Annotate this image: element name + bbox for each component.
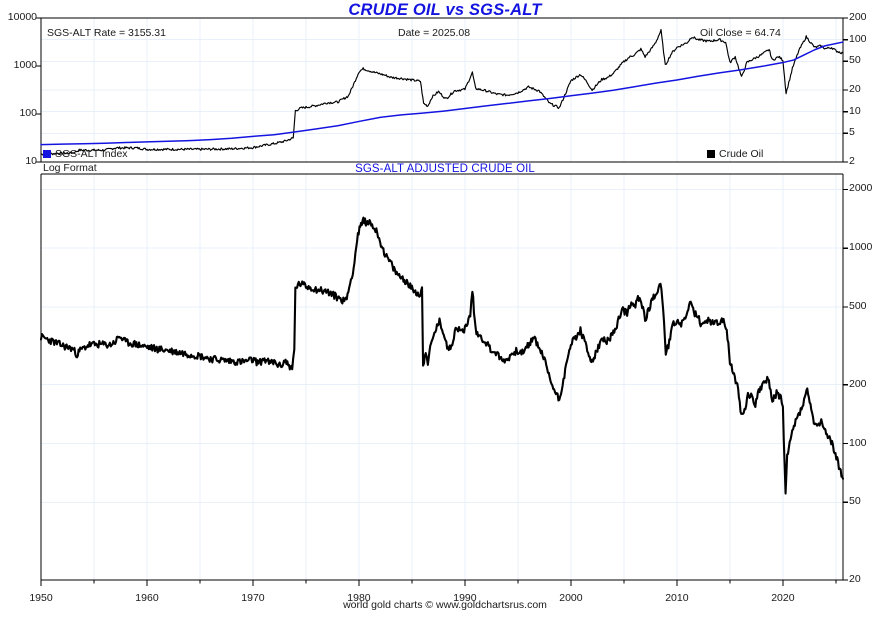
axis-tick-label: 1990 bbox=[453, 592, 477, 604]
gridlines bbox=[41, 17, 843, 581]
axis-tick-label: 2000 bbox=[849, 182, 873, 195]
axis-tick-label: 1000 bbox=[13, 59, 37, 71]
axis-tick-label: 100 bbox=[849, 32, 867, 45]
lower-panel-subtitle: SGS-ALT ADJUSTED CRUDE OIL bbox=[355, 163, 535, 175]
axis-tick-label: 2 bbox=[849, 155, 855, 167]
axis-tick-label: 2010 bbox=[665, 592, 689, 604]
axis-tick-label: 1000 bbox=[849, 241, 873, 254]
axis-tick-label: 10000 bbox=[7, 11, 37, 23]
axis-tick-label: 200 bbox=[849, 11, 867, 23]
axis-tick-label: 50 bbox=[849, 495, 861, 508]
series-line-sgs-alt-index bbox=[40, 41, 844, 146]
axis-tick-label: 1950 bbox=[29, 592, 53, 604]
square-marker-icon bbox=[707, 150, 715, 158]
axis-tick-label: 200 bbox=[849, 377, 867, 390]
axis-tick-label: 20 bbox=[849, 83, 861, 95]
axis-tick-label: 10 bbox=[25, 155, 37, 167]
sgs-alt-rate-readout: SGS-ALT Rate = 3155.31 bbox=[47, 27, 166, 39]
axis-ticks bbox=[36, 17, 848, 586]
axis-tick-label: 50 bbox=[849, 54, 861, 67]
page-title: CRUDE OIL vs SGS-ALT bbox=[348, 1, 542, 19]
log-format-note: Log Format bbox=[43, 162, 97, 174]
date-readout: Date = 2025.08 bbox=[398, 27, 471, 39]
axis-tick-label: 500 bbox=[849, 300, 867, 313]
legend-label-crude-oil: Crude Oil bbox=[719, 148, 764, 160]
legend-label-sgs-alt-index: SGS-ALT Index bbox=[55, 148, 128, 160]
axis-tick-label: 1960 bbox=[135, 592, 159, 604]
data-series bbox=[39, 28, 845, 495]
axis-tick-label: 5 bbox=[849, 126, 855, 139]
axis-tick-label: 1970 bbox=[241, 592, 265, 604]
axis-tick-label: 100 bbox=[19, 107, 37, 119]
oil-close-readout: Oil Close = 64.74 bbox=[700, 27, 781, 39]
panel-frames bbox=[40, 17, 844, 581]
legend-item-sgs-alt-index: SGS-ALT Index bbox=[43, 148, 128, 160]
axis-tick-label: 2020 bbox=[771, 592, 795, 604]
square-marker-icon bbox=[43, 150, 51, 158]
axis-tick-label: 2000 bbox=[559, 592, 583, 604]
axis-tick-label: 100 bbox=[849, 436, 867, 449]
legend-item-crude-oil: Crude Oil bbox=[707, 148, 763, 160]
axis-tick-label: 1980 bbox=[347, 592, 371, 604]
axis-tick-label: 10 bbox=[849, 104, 861, 117]
footer-credit: world gold charts © www.goldchartsrus.co… bbox=[343, 599, 547, 611]
axis-tick-label: 20 bbox=[849, 573, 861, 585]
series-line-crude-oil bbox=[40, 28, 844, 156]
series-line-sgs-alt-adjusted-crude-oil bbox=[39, 216, 845, 495]
